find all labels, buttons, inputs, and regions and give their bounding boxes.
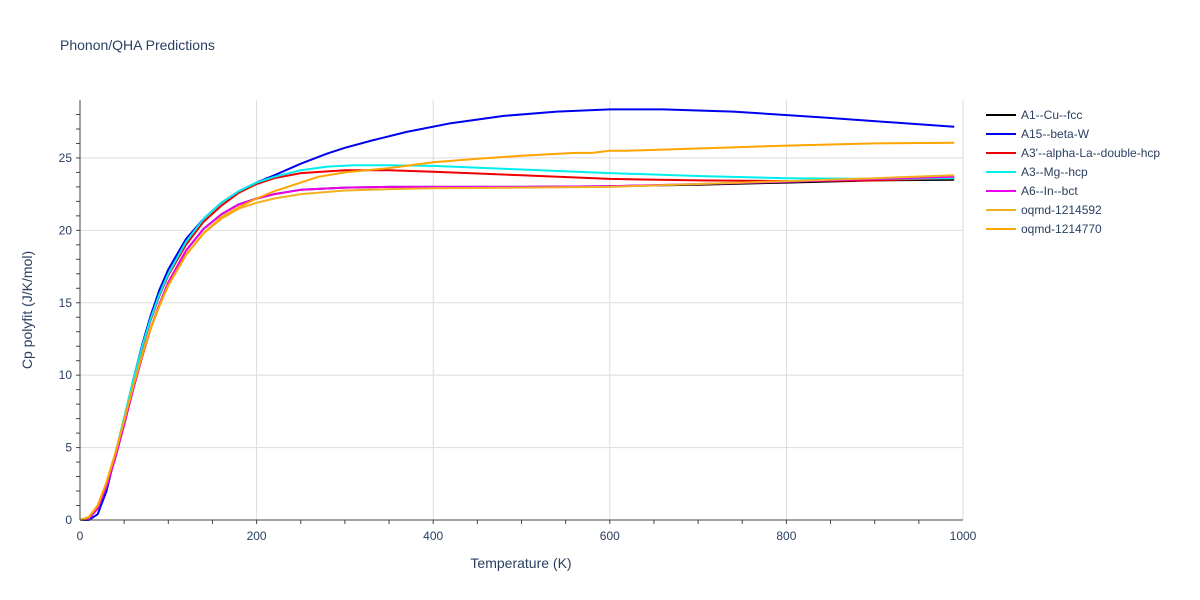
x-tick-label: 600 [600, 529, 620, 543]
y-axis-title: Cp polyfit (J/K/mol) [19, 251, 35, 369]
y-tick-label: 20 [59, 223, 73, 237]
y-tick-label: 5 [65, 441, 72, 455]
x-tick-label: 0 [77, 529, 84, 543]
x-axis-title: Temperature (K) [470, 555, 571, 571]
legend-label: A15--beta-W [1021, 127, 1090, 141]
legend-label: A3--Mg--hcp [1021, 165, 1088, 179]
x-tick-label: 200 [247, 529, 267, 543]
series-line-6 [79, 141, 955, 521]
y-tick-label: 25 [59, 151, 73, 165]
y-tick-label: 10 [59, 368, 73, 382]
chart-title: Phonon/QHA Predictions [60, 37, 215, 53]
legend-label: oqmd-1214770 [1021, 222, 1102, 236]
series-line-1 [80, 108, 955, 521]
legend: A1--Cu--fcc A15--beta-W A3'--alpha-La--dou… [986, 108, 1160, 236]
x-tick-label: 800 [776, 529, 796, 543]
legend-label: A1--Cu--fcc [1021, 108, 1082, 122]
series-line-3 [79, 164, 955, 521]
series-lines [79, 108, 955, 521]
x-tick-label: 1000 [950, 529, 977, 543]
x-tick-label: 400 [423, 529, 443, 543]
legend-label: A3'--alpha-La--double-hcp [1021, 146, 1160, 160]
grid [80, 100, 964, 520]
y-tick-label: 15 [59, 296, 73, 310]
axes: 0 200 400 600 800 1000 0 5 10 15 20 25 [59, 100, 977, 543]
y-tick-label: 0 [65, 513, 72, 527]
legend-label: A6--In--bct [1021, 184, 1078, 198]
legend-label: oqmd-1214592 [1021, 203, 1102, 217]
